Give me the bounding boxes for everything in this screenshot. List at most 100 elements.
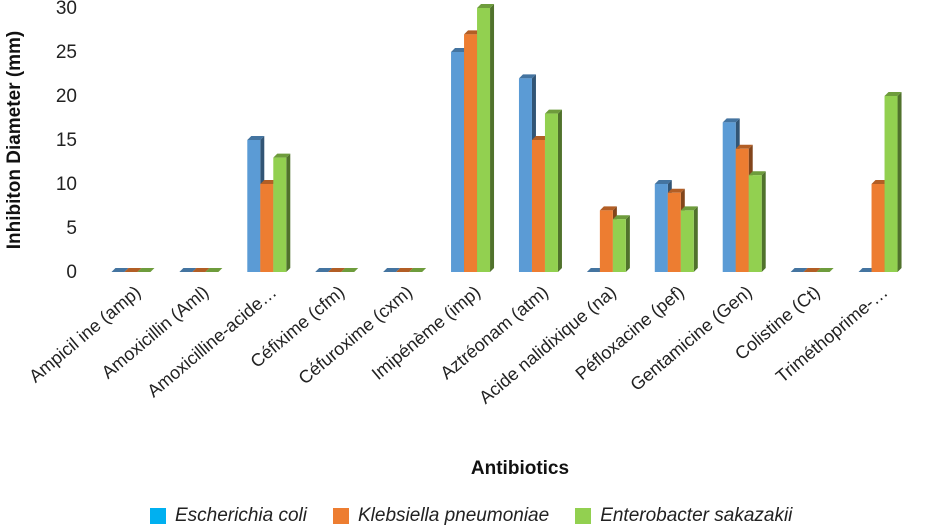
bar-top bbox=[667, 188, 685, 193]
y-tick-label: 20 bbox=[56, 86, 77, 107]
bar-top bbox=[803, 268, 821, 272]
bar bbox=[205, 268, 223, 272]
bar-front bbox=[247, 140, 261, 272]
bar bbox=[179, 268, 197, 272]
bar bbox=[124, 268, 142, 272]
bar-top bbox=[179, 268, 197, 272]
bar-top bbox=[383, 268, 401, 272]
legend-item: Klebsiella pneumoniae bbox=[333, 505, 549, 527]
bar bbox=[383, 268, 401, 272]
bar-top bbox=[409, 268, 427, 272]
bar-top bbox=[396, 268, 414, 272]
y-tick-label: 5 bbox=[66, 218, 77, 239]
bar-top bbox=[599, 206, 617, 211]
bar-top bbox=[464, 30, 482, 35]
bar-front bbox=[464, 34, 478, 273]
bar bbox=[816, 268, 834, 272]
x-axis-categories: Ampicil ine (amp)Amoxicillin (Aml)Amoxic… bbox=[25, 282, 891, 408]
bar-front bbox=[477, 8, 491, 272]
bar-top bbox=[884, 92, 902, 96]
bar bbox=[884, 92, 902, 272]
bar-top bbox=[858, 268, 876, 272]
x-axis-title: Antibiotics bbox=[471, 458, 569, 479]
bar-top bbox=[111, 268, 129, 272]
y-axis-ticks: 0 5 10 15 20 25 30 bbox=[56, 0, 77, 283]
bar-front bbox=[451, 52, 465, 272]
bar-top bbox=[735, 144, 753, 149]
bar-top bbox=[260, 180, 278, 184]
bar bbox=[544, 109, 562, 272]
bar-side bbox=[286, 153, 291, 272]
bar-front bbox=[667, 192, 681, 272]
bar bbox=[409, 268, 427, 272]
legend-label: Klebsiella pneumoniae bbox=[358, 505, 550, 526]
x-category-label: Amoxicilline-acide… bbox=[143, 282, 280, 401]
bar-side bbox=[625, 215, 630, 272]
y-tick-label: 25 bbox=[56, 42, 77, 63]
bar-top bbox=[341, 268, 359, 272]
bar-side bbox=[897, 92, 902, 272]
bars bbox=[111, 4, 902, 273]
bar-front bbox=[260, 184, 274, 272]
bar bbox=[477, 4, 495, 272]
bar-front bbox=[748, 175, 762, 272]
bar-top bbox=[871, 180, 889, 184]
bar-front bbox=[531, 140, 545, 272]
bar bbox=[137, 268, 155, 272]
bar-side bbox=[490, 4, 495, 272]
bar-top bbox=[790, 268, 808, 272]
legend-label: Escherichia coli bbox=[175, 505, 307, 526]
bar-front bbox=[599, 210, 613, 272]
y-tick-label: 15 bbox=[56, 130, 77, 151]
bar-side bbox=[693, 206, 698, 272]
bar-top bbox=[748, 171, 766, 176]
legend-swatch bbox=[333, 508, 349, 524]
bar-front bbox=[871, 184, 885, 272]
bar-top bbox=[722, 118, 740, 123]
bar-front bbox=[735, 148, 749, 272]
bar bbox=[111, 268, 129, 272]
bar-top bbox=[477, 4, 495, 8]
bar bbox=[803, 268, 821, 272]
legend-swatch bbox=[575, 508, 592, 524]
bar bbox=[612, 215, 630, 272]
bar bbox=[680, 206, 698, 272]
bar-top bbox=[192, 268, 210, 272]
bar-top bbox=[137, 268, 155, 272]
bar bbox=[858, 268, 876, 272]
bar-top bbox=[315, 268, 333, 272]
bar-top bbox=[654, 180, 672, 184]
bar bbox=[315, 268, 333, 272]
bar-front bbox=[884, 96, 898, 272]
bar-front bbox=[518, 78, 532, 273]
bar-top bbox=[124, 268, 142, 272]
bar-top bbox=[273, 153, 291, 158]
bar-top bbox=[612, 215, 630, 220]
bar-front bbox=[612, 219, 626, 272]
bar-top bbox=[205, 268, 223, 272]
legend-label: Enterobacter sakazakii bbox=[600, 505, 793, 526]
legend: Escherichia coli Klebsiella pneumoniae Ent… bbox=[150, 504, 818, 528]
bar-top bbox=[544, 109, 562, 114]
bar-top bbox=[247, 136, 265, 140]
x-category-label: Triméthoprime-… bbox=[772, 282, 892, 387]
bar-top bbox=[586, 268, 604, 272]
bar-side bbox=[557, 109, 562, 272]
bar-top bbox=[328, 268, 346, 272]
bar-front bbox=[680, 210, 694, 272]
x-category-label: Céfuroxime (cxm) bbox=[295, 282, 417, 389]
bar-top bbox=[816, 268, 834, 272]
y-tick-label: 0 bbox=[66, 262, 77, 283]
bar-front bbox=[273, 157, 287, 272]
bar bbox=[586, 268, 604, 272]
y-axis-title: Inhibiton Diameter (mm) bbox=[4, 31, 25, 250]
y-tick-label: 10 bbox=[56, 174, 77, 195]
y-tick-label: 30 bbox=[56, 0, 77, 19]
bar-side bbox=[761, 171, 766, 272]
bar-top bbox=[451, 48, 469, 52]
bar bbox=[748, 171, 766, 272]
bar-front bbox=[654, 184, 668, 272]
bar-top bbox=[518, 74, 536, 79]
bar-front bbox=[544, 113, 558, 272]
